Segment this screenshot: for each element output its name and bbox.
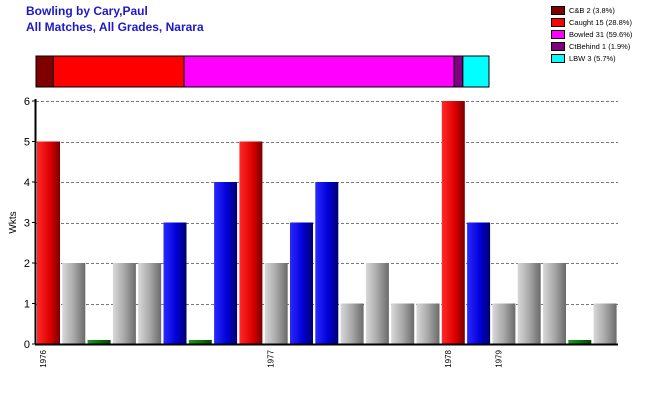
y-tick-label: 5 — [24, 137, 30, 149]
bar — [543, 263, 566, 344]
legend-item-ctbehind: CtBehind 1 (1.9%) — [551, 41, 647, 52]
legend-label-caught: Caught 15 (28.8%) — [569, 18, 632, 27]
legend-swatch-lbw — [551, 54, 565, 63]
bar — [163, 222, 187, 344]
chart-title: Bowling by Cary,Paul — [26, 4, 148, 18]
bar — [441, 101, 465, 344]
bar — [290, 222, 313, 344]
legend-swatch-caught — [551, 18, 565, 27]
bar — [112, 263, 136, 344]
bars — [37, 101, 617, 344]
x-year-label: 1977 — [267, 349, 276, 367]
legend-item-caught: Caught 15 (28.8%) — [551, 17, 647, 28]
bar — [492, 303, 516, 344]
bar — [87, 339, 111, 344]
y-tick-label: 4 — [24, 177, 30, 189]
bar — [365, 263, 389, 344]
bar — [416, 303, 440, 344]
summary-segment-bowled — [183, 55, 455, 88]
bar — [391, 303, 415, 344]
bar — [593, 303, 617, 344]
legend-item-bowled: Bowled 31 (59.6%) — [551, 29, 647, 40]
axes: 0 1 2 3 4 5 6 Wkts 1976 1977 1978 1979 — [8, 96, 618, 368]
y-tick-label: 2 — [24, 258, 30, 270]
summary-segment-caught — [52, 55, 185, 88]
bar — [239, 141, 263, 344]
bar — [138, 263, 162, 344]
bar — [467, 222, 491, 344]
legend-label-lbw: LBW 3 (5.7%) — [569, 54, 616, 63]
bar — [188, 339, 212, 344]
y-tick-label: 6 — [24, 96, 30, 108]
y-tick-label: 1 — [24, 299, 30, 311]
x-year-label: 1978 — [444, 349, 453, 367]
bar — [214, 182, 238, 344]
chart-subtitle: All Matches, All Grades, Narara — [26, 20, 204, 34]
legend-label-ctbehind: CtBehind 1 (1.9%) — [569, 42, 631, 51]
y-tick-label: 3 — [24, 218, 30, 230]
legend: C&B 2 (3.8%) Caught 15 (28.8%) Bowled 31… — [551, 5, 647, 65]
summary-stacked-bar — [35, 55, 490, 88]
legend-swatch-cb — [551, 6, 565, 15]
bar — [340, 303, 364, 344]
summary-segment-ctbehind — [453, 55, 464, 88]
x-year-label: 1979 — [494, 349, 503, 367]
legend-swatch-ctbehind — [551, 42, 565, 51]
bar — [517, 263, 541, 344]
bar — [568, 339, 592, 344]
legend-label-cb: C&B 2 (3.8%) — [569, 6, 615, 15]
summary-segment-cb — [35, 55, 54, 88]
bar — [37, 141, 60, 344]
bar — [62, 263, 86, 344]
legend-item-cb: C&B 2 (3.8%) — [551, 5, 647, 16]
legend-label-bowled: Bowled 31 (59.6%) — [569, 30, 633, 39]
legend-swatch-bowled — [551, 30, 565, 39]
x-year-label: 1976 — [39, 349, 48, 367]
bar — [315, 182, 339, 344]
y-axis-label: Wkts — [8, 211, 19, 233]
bar — [264, 263, 288, 344]
legend-item-lbw: LBW 3 (5.7%) — [551, 53, 647, 64]
summary-segment-lbw — [462, 55, 490, 88]
y-tick-label: 0 — [24, 339, 30, 351]
